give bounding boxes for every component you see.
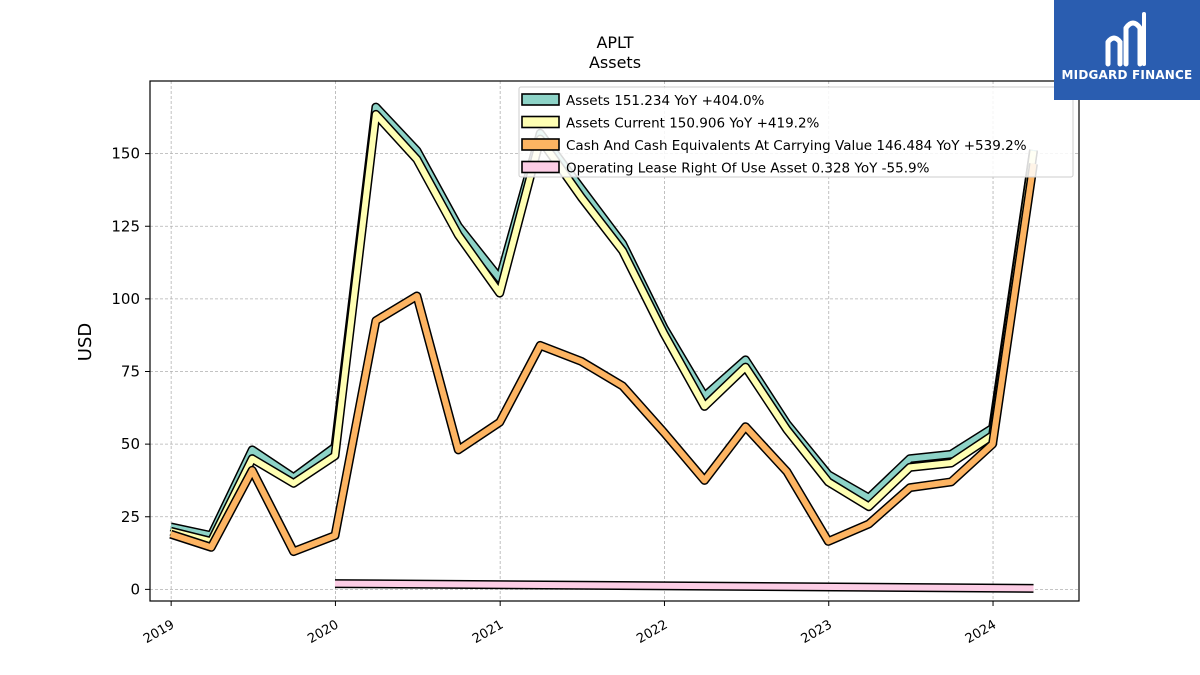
y-tick-label: 75 xyxy=(121,363,140,381)
series-line-0 xyxy=(170,104,1037,539)
x-tick-label: 2021 xyxy=(470,617,506,647)
plot-frame xyxy=(149,80,1080,602)
logo-text: MIDGARD FINANCE xyxy=(1061,68,1193,82)
legend-swatch xyxy=(521,138,560,151)
x-tick-label: 2023 xyxy=(799,617,835,647)
series-layer xyxy=(169,102,1038,593)
brand-logo: MIDGARD FINANCE xyxy=(1054,0,1200,100)
legend-entry: Operating Lease Right Of Use Asset 0.328… xyxy=(566,161,930,177)
legend[interactable]: Assets 151.234 YoY +404.0% Assets Current… xyxy=(518,86,1074,178)
legend-entry: Cash And Cash Equivalents At Carrying Va… xyxy=(566,138,1027,154)
legend-box xyxy=(518,86,1074,178)
logo-mark-icon xyxy=(1105,12,1146,67)
chart-subtitle: Assets xyxy=(589,53,641,72)
series-line-2 xyxy=(169,163,1037,555)
legend-swatch xyxy=(521,160,560,174)
legend-entry: Assets 151.234 YoY +404.0% xyxy=(566,93,765,109)
legend-swatch xyxy=(521,115,560,129)
x-tick-label: 2020 xyxy=(305,617,341,647)
y-ticks: 0 25 50 75 100 125 150 xyxy=(111,145,150,598)
y-tick-label: 150 xyxy=(111,145,140,163)
y-tick-label: 50 xyxy=(121,435,140,453)
x-tick-label: 2022 xyxy=(634,617,670,647)
x-tick-label: 2024 xyxy=(963,617,999,647)
series-line-1 xyxy=(169,111,1037,545)
y-axis-label: USD xyxy=(75,323,96,361)
x-tick-label: 2019 xyxy=(141,617,177,647)
y-tick-label: 100 xyxy=(111,290,140,308)
legend-entry: Assets Current 150.906 YoY +419.2% xyxy=(566,116,820,132)
y-tick-label: 125 xyxy=(111,217,140,235)
series-line-3 xyxy=(334,580,1034,592)
legend-swatch xyxy=(521,93,560,106)
y-tick-label: 25 xyxy=(121,508,140,526)
y-tick-label: 0 xyxy=(130,580,140,598)
x-ticks: 2019 2020 2021 2022 2023 2024 xyxy=(141,601,999,647)
chart-title: APLT xyxy=(596,33,633,52)
